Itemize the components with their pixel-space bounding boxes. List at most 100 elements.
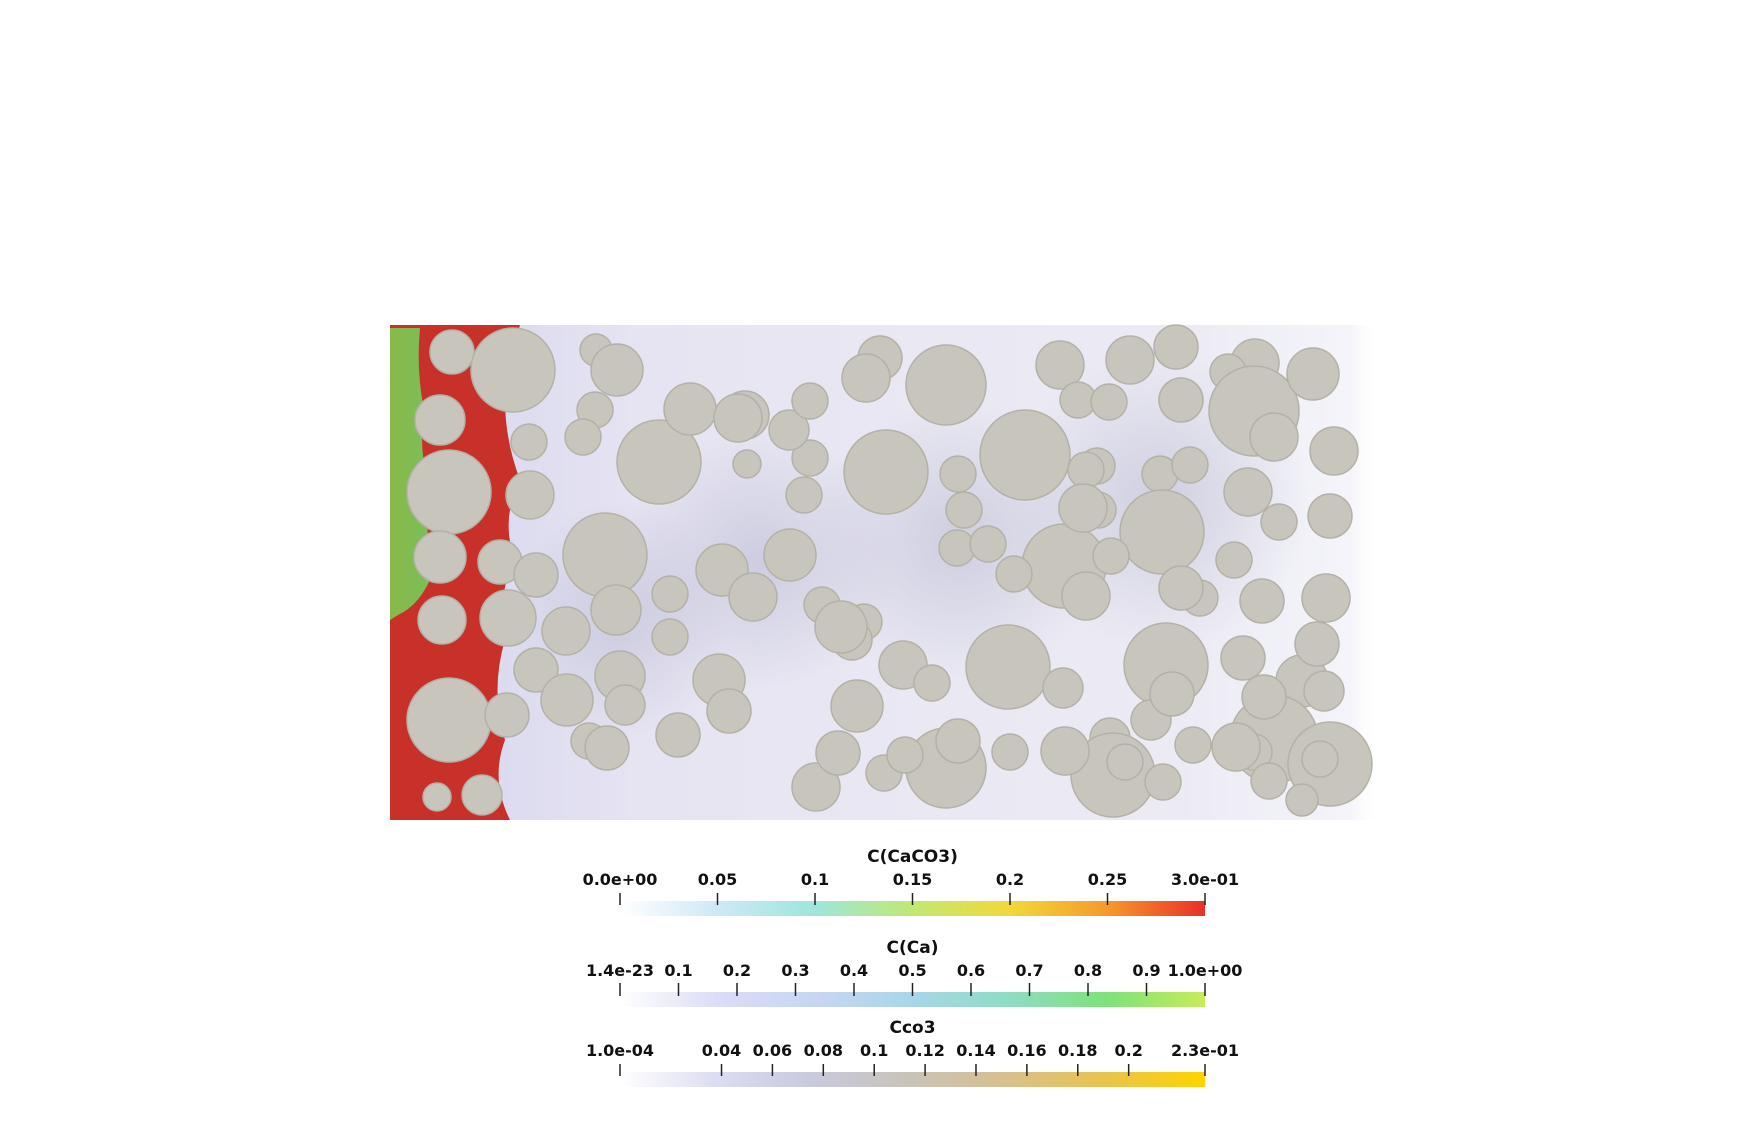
colorbar-tick-label: 0.04 (702, 1041, 741, 1060)
grain-particle (1309, 426, 1359, 476)
grain-particle (913, 664, 951, 702)
colorbar-tick-label: 0.05 (698, 870, 737, 889)
grain-particle (1303, 670, 1345, 712)
grain-particle (768, 409, 810, 451)
grain-particle (1105, 335, 1155, 385)
grain-particle (815, 730, 861, 776)
colorbar-tick-label: 0.2 (1114, 1041, 1142, 1060)
grain-particle (470, 327, 556, 413)
grain-particle (991, 733, 1029, 771)
colorbar-tick-label: 0.5 (898, 961, 926, 980)
grain-particle (945, 491, 983, 529)
grain-particle (663, 382, 717, 436)
colorbar-tick-label: 1.0e+00 (1168, 961, 1243, 980)
grain-particle (1239, 578, 1285, 624)
grain-particle (791, 762, 841, 812)
grain-particle (406, 677, 492, 763)
grain-particle (886, 736, 924, 774)
grain-particle (651, 618, 689, 656)
grain-particle (841, 353, 891, 403)
grain-particle (965, 624, 1051, 710)
colorbar-tick-label: 0.8 (1074, 961, 1102, 980)
grain-particle (1301, 573, 1351, 623)
grain-particle (763, 528, 817, 582)
colorbar-gradient (620, 992, 1205, 1007)
grain-particle (484, 692, 530, 738)
grain-particle (1149, 671, 1195, 717)
grain-particle (1067, 451, 1105, 489)
grain-particle (1144, 763, 1182, 801)
colorbar-gradient (620, 1072, 1205, 1087)
grain-particle (1285, 783, 1319, 817)
colorbar-title: C(CaCO3) (867, 847, 958, 867)
grain-particle (935, 718, 981, 764)
grain-particles (406, 324, 1373, 818)
colorbar-title: C(Ca) (887, 938, 939, 958)
porous-domain (390, 324, 1380, 820)
grain-particle (1058, 483, 1108, 533)
grain-particle (1171, 446, 1209, 484)
grain-particle (791, 439, 829, 477)
grain-particle (995, 555, 1033, 593)
grain-particle (590, 584, 642, 636)
grain-particle (1301, 740, 1339, 778)
grain-particle (1106, 743, 1144, 781)
grain-particle (1158, 565, 1204, 611)
grain-particle (1260, 503, 1298, 541)
colorbar-tick-label: 0.6 (957, 961, 985, 980)
grain-particle (651, 575, 689, 613)
grain-particle (616, 419, 702, 505)
grain-particle (1174, 726, 1212, 764)
grain-particle (905, 344, 987, 426)
colorbar-tick-label: 0.12 (905, 1041, 944, 1060)
grain-particle (1220, 635, 1266, 681)
grain-particle (1090, 383, 1128, 421)
grain-particle (513, 647, 559, 693)
grain-particle (791, 382, 829, 420)
colorbar-gradient (620, 901, 1205, 916)
grain-particle (830, 679, 884, 733)
grain-particle (1286, 347, 1340, 401)
grain-particle (414, 394, 466, 446)
grain-particle (510, 423, 548, 461)
colorbar-tick-label: 0.9 (1132, 961, 1160, 980)
grain-particle (1215, 541, 1253, 579)
colorbar-2: Cco3 1.0e-04 0.04 0.06 0.08 0.1 0.12 0.14 0.16 0.… (586, 1018, 1239, 1087)
colorbar-tick-label: 0.1 (801, 870, 829, 889)
grain-particle (429, 329, 475, 375)
grain-particle (1307, 493, 1353, 539)
grain-particle (969, 525, 1007, 563)
colorbar-tick-label: 0.18 (1058, 1041, 1097, 1060)
colorbar-tick-label: 0.08 (804, 1041, 843, 1060)
grain-particle (513, 552, 559, 598)
grain-particle (706, 688, 752, 734)
grain-particle (939, 455, 977, 493)
colorbar-tick-label: 0.15 (893, 870, 932, 889)
grain-particle (1092, 537, 1130, 575)
grain-particle (413, 530, 467, 584)
grain-particle (562, 512, 648, 598)
grain-particle (1211, 722, 1261, 772)
grain-particle (1061, 571, 1111, 621)
grain-particle (732, 449, 762, 479)
grain-particle (564, 418, 602, 456)
grain-particle (1158, 377, 1204, 423)
grain-particle (590, 343, 644, 397)
grain-particle (1241, 674, 1287, 720)
grain-particle (1153, 324, 1199, 370)
colorbar-1: C(Ca) 1.4e-23 0.1 0.2 0.3 0.4 0.5 0.6 0.7 0.8 0.9 1… (586, 938, 1242, 1007)
colorbar-legends: C(CaCO3) 0.0e+00 0.05 0.1 0.15 0.2 0.25 3.0e-01… (583, 847, 1242, 1087)
colorbar-tick-label: 0.1 (860, 1041, 888, 1060)
grain-particle (584, 725, 630, 771)
colorbar-tick-label: 0.16 (1007, 1041, 1046, 1060)
colorbar-tick-label: 0.7 (1015, 961, 1043, 980)
colorbar-title: Cco3 (889, 1018, 935, 1038)
colorbar-tick-label: 3.0e-01 (1171, 870, 1239, 889)
grain-particle (1035, 340, 1085, 390)
grain-particle (1223, 467, 1273, 517)
grain-particle (479, 589, 537, 647)
colorbar-tick-label: 0.2 (996, 870, 1024, 889)
grain-particle (785, 476, 823, 514)
grain-particle (541, 606, 591, 656)
